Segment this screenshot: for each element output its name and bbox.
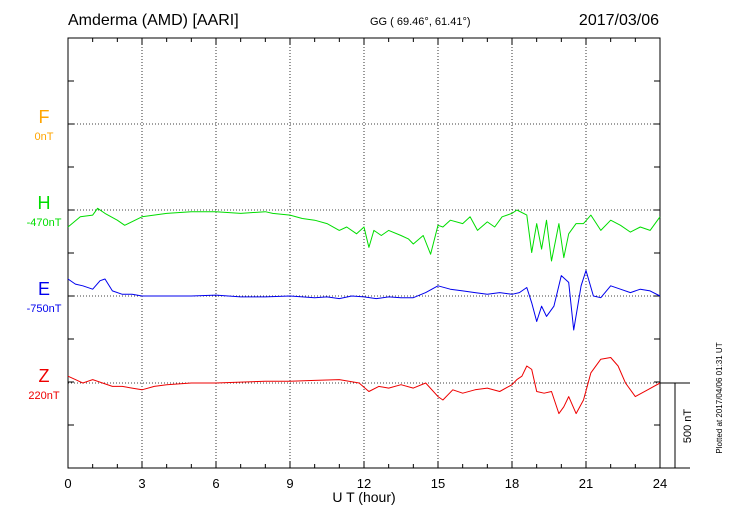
channel-name-z: Z: [39, 366, 50, 386]
plotted-timestamp: Plotted at 2017/04/06 01:31 UT: [715, 342, 724, 453]
channel-baseline-e: -750nT: [27, 303, 62, 315]
x-tick-label: 3: [138, 476, 145, 491]
channel-name-e: E: [38, 279, 50, 299]
channel-baseline-f: 0nT: [35, 131, 54, 143]
geo-coordinates: GG ( 69.46°, 61.41°): [370, 16, 471, 28]
station-title: Amderma (AMD) [AARI]: [68, 12, 239, 29]
scale-bar-label: 500 nT: [682, 409, 694, 444]
x-tick-label: 18: [505, 476, 519, 491]
date-label: 2017/03/06: [579, 12, 659, 29]
x-axis-label: U T (hour): [332, 489, 395, 505]
channel-name-f: F: [39, 107, 50, 127]
x-tick-label: 0: [64, 476, 71, 491]
x-tick-label: 15: [431, 476, 445, 491]
trace-e: [67, 270, 661, 331]
trace-h: [67, 207, 661, 262]
channel-baseline-z: 220nT: [28, 390, 59, 402]
scale-bar: 500 nT: [660, 382, 694, 469]
channel-labels: F 0nT H -470nT E -750nT Z 220nT: [27, 107, 62, 402]
axis-ticks: [67, 38, 661, 468]
x-tick-label: 12: [357, 476, 371, 491]
x-tick-label: 6: [212, 476, 219, 491]
channel-name-h: H: [38, 193, 51, 213]
x-tick-label: 24: [653, 476, 667, 491]
x-tick-labels: 0 3 6 9 12 15 18 21 24: [64, 476, 667, 491]
x-tick-label: 9: [286, 476, 293, 491]
x-tick-label: 21: [579, 476, 593, 491]
data-traces: [67, 207, 661, 415]
trace-z: [67, 357, 661, 415]
channel-baseline-h: -470nT: [27, 217, 62, 229]
